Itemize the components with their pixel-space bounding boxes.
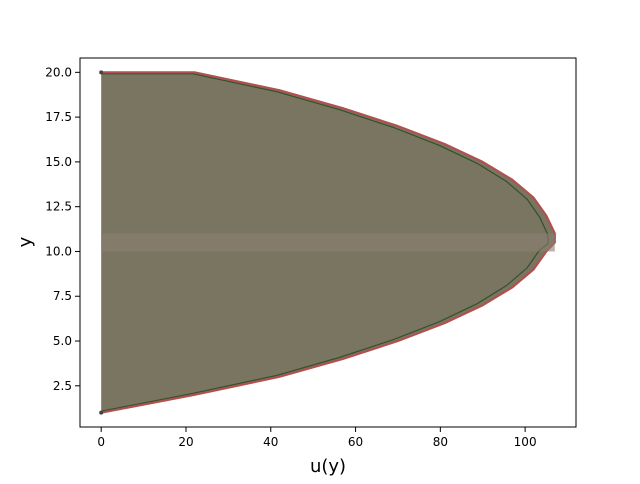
x-tick-label: 40 xyxy=(263,435,278,449)
x-axis: 0 20 40 60 80 100 xyxy=(97,427,537,449)
x-tick-label: 100 xyxy=(514,435,537,449)
centerline-band xyxy=(101,233,555,252)
x-tick-label: 60 xyxy=(348,435,363,449)
y-tick-label: 2.5 xyxy=(53,379,72,393)
y-tick-label: 10.0 xyxy=(45,244,72,258)
y-tick-label: 15.0 xyxy=(45,155,72,169)
y-tick-label: 5.0 xyxy=(53,334,72,348)
y-tick-label: 20.0 xyxy=(45,65,72,79)
x-tick-label: 20 xyxy=(178,435,193,449)
axes-frame xyxy=(79,57,577,428)
x-axis-label: u(y) xyxy=(310,456,346,477)
y-tick-label: 12.5 xyxy=(45,200,72,214)
y-axis-label: y xyxy=(15,236,36,247)
profile-endpoint-1 xyxy=(99,410,104,415)
y-tick-label: 17.5 xyxy=(45,110,72,124)
y-tick-label: 7.5 xyxy=(53,289,72,303)
y-axis: 2.5 5.0 7.5 10.0 12.5 15.0 17.5 20.0 xyxy=(45,65,80,393)
profile-endpoint-2 xyxy=(99,70,104,75)
plot-area xyxy=(99,70,556,415)
x-tick-label: 0 xyxy=(97,435,105,449)
x-tick-label: 80 xyxy=(433,435,448,449)
